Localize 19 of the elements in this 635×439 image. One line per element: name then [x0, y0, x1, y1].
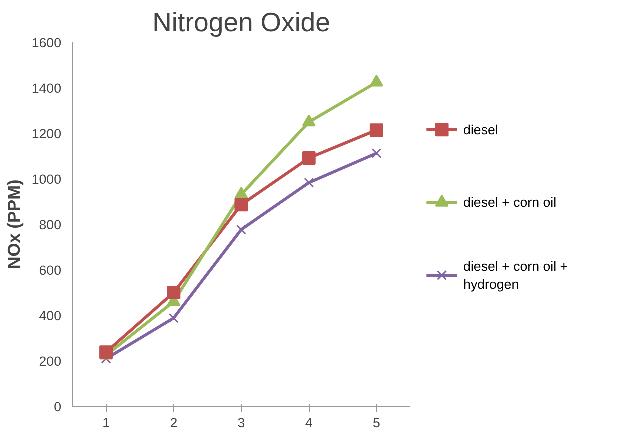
- y-tick-label: 1600: [32, 36, 62, 50]
- y-tick-label: 200: [39, 354, 62, 369]
- legend-label: diesel: [464, 122, 498, 138]
- x-tick-label: 1: [102, 416, 110, 430]
- legend-label: diesel + corn oil: [464, 195, 557, 210]
- y-tick-label: 400: [39, 308, 62, 324]
- legend-label: diesel + corn oil + hydrogen: [464, 258, 568, 292]
- y-axis-title: NOx (PPM): [4, 180, 24, 270]
- x-tick-label: 2: [170, 416, 178, 430]
- y-tick-label: 1200: [32, 126, 62, 142]
- x-tick-label: 3: [238, 416, 246, 430]
- y-tick-label: 0: [54, 400, 62, 414]
- y-tick-label: 1400: [32, 81, 62, 96]
- y-tick-label: 600: [39, 263, 62, 278]
- x-tick-label: 5: [372, 416, 380, 430]
- y-tick-label: 1000: [32, 172, 62, 187]
- x-tick-label: 4: [305, 416, 314, 430]
- chart-title: Nitrogen Oxide: [152, 8, 330, 38]
- y-tick-label: 800: [39, 218, 62, 232]
